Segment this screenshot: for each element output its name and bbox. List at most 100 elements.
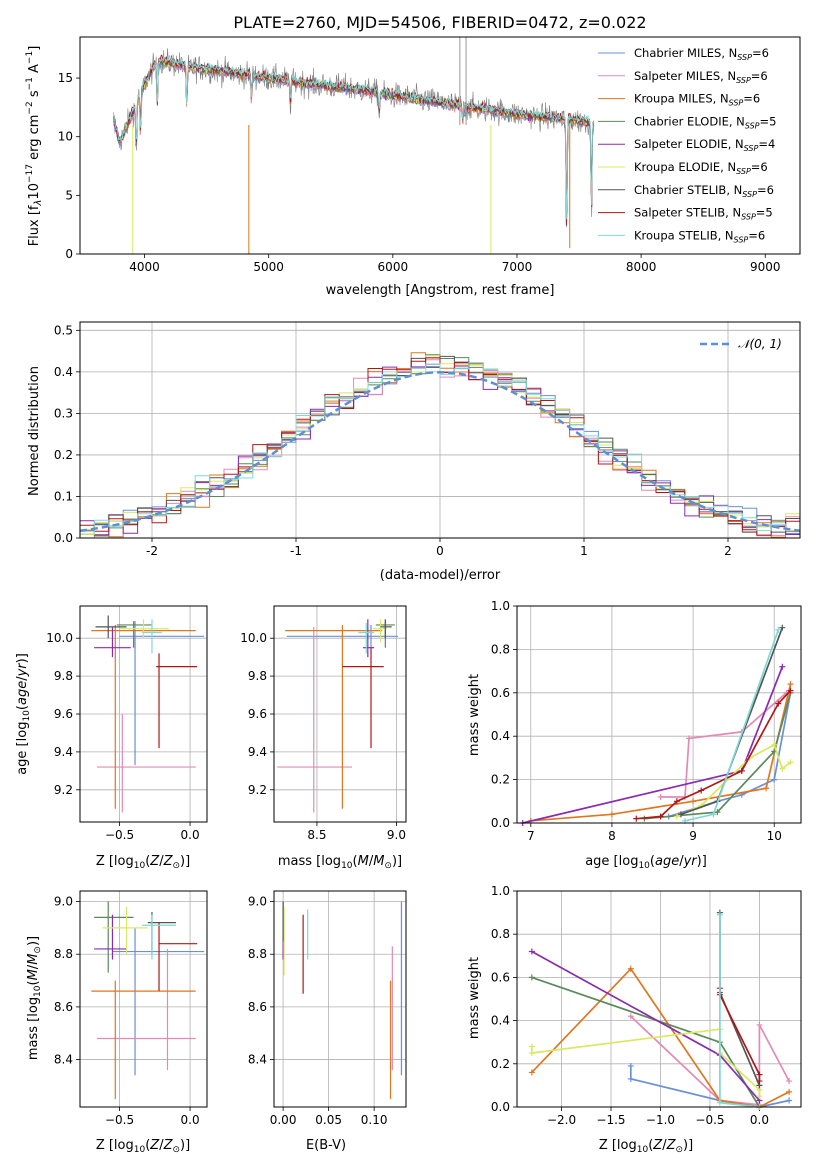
massweight-vs-z-ytick-label: 0.2 xyxy=(491,1057,510,1071)
massweight-vs-age-marker-salpeter-stelib xyxy=(698,787,705,794)
spectrum-legend-label: Salpeter STELIB, NSSP=5 xyxy=(634,206,773,222)
massweight-vs-age-frame xyxy=(516,605,802,824)
massweight-vs-z-marker-kroupa-elodie xyxy=(756,1093,763,1100)
mass-vs-ebv-xtick-label: 0.05 xyxy=(315,1113,342,1127)
massweight-vs-z-marker-chabrier-miles xyxy=(627,1075,634,1082)
mass-vs-ebv-ytick-label: 8.6 xyxy=(248,1000,267,1014)
massweight-vs-age-xlabel: age [log10(age/yr)] xyxy=(585,854,707,871)
mass-vs-z-panel: Z [log10(Z/Z⊙)] mass [log10(M/M⊙)] −0.5 0… xyxy=(26,890,208,1155)
figure-title: PLATE=2760, MJD=54506, FIBERID=0472, z=0… xyxy=(233,13,646,32)
massweight-vs-age-marker-kroupa-miles xyxy=(690,798,697,805)
massweight-vs-age-ytick-label: 0.2 xyxy=(491,773,510,787)
massweight-vs-z-marker-salpeter-miles xyxy=(756,1021,763,1028)
mass-vs-ebv-frame xyxy=(273,890,407,1108)
massweight-vs-z-xtick-label: −2.0 xyxy=(547,1113,576,1127)
massweight-vs-age-marker-salpeter-miles xyxy=(686,735,693,742)
mass-vs-z-ytick-label: 8.4 xyxy=(54,1053,73,1067)
massweight-vs-age-marker-chabrier-stelib xyxy=(779,624,786,631)
massweight-vs-age-ylabel: mass weight xyxy=(467,674,482,756)
residuals-ytick-label: 0.5 xyxy=(54,323,73,337)
massweight-vs-age-marker-salpeter-stelib xyxy=(657,813,664,820)
massweight-vs-age-series-salpeter-elodie xyxy=(522,666,784,824)
massweight-vs-age-ytick-label: 0.0 xyxy=(491,816,510,830)
massweight-vs-z-marker-kroupa-stelib xyxy=(716,1099,723,1106)
massweight-vs-age-marker-kroupa-elodie xyxy=(771,741,778,748)
mass-vs-ebv-xtick-label: 0.00 xyxy=(270,1113,297,1127)
spectrum-legend-label: Kroupa ELODIE, NSSP=6 xyxy=(634,160,768,176)
age-vs-mass-panel: mass [log10(M/M⊙)] 8.5 9.0 9.2 9.4 9.6 9.8 10.… xyxy=(240,605,407,871)
residuals-ylabel: Normed distribution xyxy=(27,366,42,496)
massweight-vs-age-marker-salpeter-stelib xyxy=(673,798,680,805)
age-vs-mass-xtick-label: 8.5 xyxy=(307,828,326,842)
mass-vs-z-ytick-label: 9.0 xyxy=(54,895,73,909)
massweight-vs-z-series-chabrier-elodie xyxy=(531,976,761,1108)
age-vs-z-ytick-label: 9.4 xyxy=(54,745,73,759)
massweight-vs-z-panel: Z [log10(Z/Z⊙)] mass weight −2.0 −1.5 −1.0… xyxy=(467,884,802,1155)
mass-vs-z-ytick-label: 8.8 xyxy=(54,947,73,961)
massweight-vs-age-marker-salpeter-stelib xyxy=(633,815,640,822)
age-vs-mass-ytick-label: 9.4 xyxy=(248,745,267,759)
massweight-vs-z-marker-kroupa-elodie xyxy=(528,1043,535,1050)
spectrum-legend-label: Kroupa STELIB, NSSP=6 xyxy=(634,228,765,244)
massweight-vs-age-marker-kroupa-miles xyxy=(787,681,794,688)
age-vs-mass-xlabel: mass [log10(M/M⊙)] xyxy=(278,854,402,871)
spectrum-panel: wavelength [Angstrom, rest frame] Flux [… xyxy=(25,36,801,298)
age-vs-z-xlabel: Z [log10(Z/Z⊙)] xyxy=(96,854,190,871)
massweight-vs-z-marker-chabrier-elodie xyxy=(528,974,535,981)
age-vs-z-xtick-label: 0.0 xyxy=(181,828,200,842)
massweight-vs-z-marker-kroupa-miles xyxy=(627,965,634,972)
massweight-vs-age-xtick-label: 9 xyxy=(689,829,697,843)
mass-vs-z-xtick-label: −0.5 xyxy=(105,1113,134,1127)
mass-vs-ebv-ytick-label: 8.8 xyxy=(248,947,267,961)
massweight-vs-z-xtick-label: 0.0 xyxy=(750,1113,769,1127)
spectrum-xtick-label: 8000 xyxy=(626,260,657,274)
residuals-panel: (data-model)/error Normed distribution -… xyxy=(27,321,801,583)
age-vs-z-xtick-label: −0.5 xyxy=(105,828,134,842)
age-vs-mass-xtick-label: 9.0 xyxy=(387,828,406,842)
massweight-vs-z-xtick-label: −1.0 xyxy=(646,1113,675,1127)
massweight-vs-age-series-kroupa-elodie xyxy=(676,743,792,818)
age-vs-z-panel: Z [log10(Z/Z⊙)] age [log10(age/yr)] −0.5… xyxy=(15,605,208,871)
spectrum-ytick-label: 10 xyxy=(58,130,73,144)
massweight-vs-z-ytick-label: 0.0 xyxy=(491,1100,510,1114)
massweight-vs-z-marker-salpeter-miles xyxy=(786,1078,793,1085)
residuals-xtick-label: 0 xyxy=(436,544,444,558)
age-vs-z-ytick-label: 9.6 xyxy=(54,707,73,721)
mass-vs-z-xtick-label: 0.0 xyxy=(181,1113,200,1127)
spectrum-model-chabrier-elodie xyxy=(113,58,595,224)
massweight-vs-age-xtick-label: 8 xyxy=(608,829,616,843)
massweight-vs-age-marker-kroupa-elodie xyxy=(779,765,786,772)
massweight-vs-z-marker-kroupa-stelib xyxy=(716,911,723,918)
mass-vs-ebv-ytick-label: 8.4 xyxy=(248,1053,267,1067)
massweight-vs-z-frame xyxy=(516,890,802,1108)
residuals-ytick-label: 0.2 xyxy=(54,448,73,462)
massweight-vs-z-ylabel: mass weight xyxy=(467,957,482,1039)
spectrum-model-kroupa-stelib xyxy=(113,55,595,220)
spectrum-xlabel: wavelength [Angstrom, rest frame] xyxy=(326,283,555,298)
massweight-vs-z-marker-chabrier-miles xyxy=(786,1097,793,1104)
residuals-ytick-label: 0.4 xyxy=(54,365,73,379)
residuals-xtick-label: 2 xyxy=(724,544,732,558)
age-vs-z-ytick-label: 10.0 xyxy=(46,631,73,645)
massweight-vs-age-ytick-label: 1.0 xyxy=(491,599,510,613)
massweight-vs-z-series-salpeter-elodie xyxy=(531,950,761,1102)
massweight-vs-age-marker-kroupa-elodie xyxy=(787,759,794,766)
massweight-vs-age-marker-kroupa-stelib xyxy=(775,626,782,633)
massweight-vs-age-marker-salpeter-stelib xyxy=(775,700,782,707)
massweight-vs-age-panel: age [log10(age/yr)] mass weight 7 8 9 10 0.0… xyxy=(467,599,802,871)
residuals-normal-curve xyxy=(80,371,800,532)
massweight-vs-age-marker-salpeter-miles xyxy=(657,793,664,800)
massweight-vs-z-series-salpeter-stelib xyxy=(719,988,761,1082)
massweight-vs-z-ytick-label: 0.4 xyxy=(491,1014,510,1028)
massweight-vs-age-ytick-label: 0.4 xyxy=(491,729,510,743)
mass-vs-ebv-panel: E(B-V) 0.00 0.05 0.10 8.4 8.6 8.8 9.0 xyxy=(248,890,407,1153)
massweight-vs-z-marker-salpeter-stelib xyxy=(756,1071,763,1078)
spectrum-ylabel: Flux [fλ10−17 erg cm−2 s−1 A−1] xyxy=(25,46,44,247)
residuals-xlabel: (data-model)/error xyxy=(380,568,501,583)
spectrum-ytick-label: 5 xyxy=(65,188,73,202)
residuals-ytick-label: 0.3 xyxy=(54,406,73,420)
massweight-vs-age-marker-kroupa-stelib xyxy=(710,811,717,818)
spectrum-ytick-label: 15 xyxy=(58,71,73,85)
age-vs-z-ytick-label: 9.2 xyxy=(54,783,73,797)
